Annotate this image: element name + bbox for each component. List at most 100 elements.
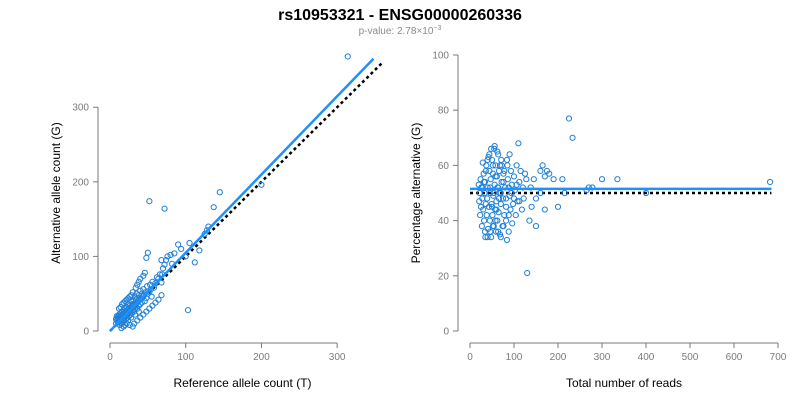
data-point — [122, 321, 129, 329]
data-point — [642, 189, 650, 197]
data-point — [537, 189, 544, 197]
data-point — [152, 299, 159, 306]
data-point — [117, 304, 124, 311]
data-point — [178, 245, 185, 253]
x-axis-title: Reference allele count (T) — [173, 376, 311, 390]
data-point — [146, 305, 153, 312]
data-point — [477, 176, 484, 183]
data-point — [500, 170, 507, 177]
data-point — [503, 236, 511, 244]
data-point — [191, 259, 198, 266]
y-tick-label: 300 — [72, 103, 89, 114]
data-point — [497, 234, 504, 241]
data-point — [510, 200, 517, 208]
data-point — [476, 198, 483, 205]
data-point — [113, 312, 120, 320]
data-point — [161, 261, 168, 268]
x-tick-label: 0 — [107, 352, 113, 363]
data-point — [147, 286, 154, 293]
data-point — [505, 211, 512, 219]
y-tick-label: 20 — [438, 271, 450, 282]
data-point — [134, 317, 141, 324]
data-point — [561, 189, 568, 197]
data-point — [488, 145, 495, 152]
data-point — [501, 211, 508, 219]
data-point — [506, 151, 513, 158]
y-tick-label: 100 — [72, 252, 89, 263]
data-point — [502, 203, 510, 210]
data-point — [554, 203, 562, 210]
data-point — [159, 265, 167, 272]
data-point — [494, 148, 501, 155]
data-point — [524, 269, 531, 277]
figure-title: rs10953321 - ENSG00000260336 — [278, 7, 522, 24]
data-point — [523, 176, 530, 183]
data-point — [134, 281, 141, 288]
fit-line — [109, 57, 375, 332]
data-point — [496, 162, 504, 169]
data-point — [502, 195, 510, 202]
x-tick-label: 200 — [550, 352, 567, 363]
x-tick-label: 0 — [467, 352, 473, 363]
data-point — [512, 211, 519, 219]
data-point — [569, 134, 576, 141]
data-point — [144, 283, 151, 290]
right-panel: 0 100 200 300 400 500 600 700 0 20 40 60 80 100 Total … — [409, 51, 787, 391]
data-point — [146, 198, 153, 205]
data-point — [137, 314, 144, 321]
data-point — [766, 178, 774, 186]
data-point — [543, 167, 551, 175]
x-axis-title: Total number of reads — [566, 376, 682, 390]
data-point — [488, 203, 496, 210]
data-point — [480, 178, 488, 186]
subtitle-times: × — [416, 26, 422, 37]
data-point — [479, 159, 486, 166]
data-point — [483, 162, 490, 169]
x-tick-label: 500 — [682, 352, 699, 363]
data-point — [489, 211, 496, 219]
data-point — [478, 223, 485, 230]
data-point — [153, 274, 161, 281]
data-point — [480, 217, 488, 224]
data-point — [505, 228, 512, 235]
data-point — [532, 223, 540, 230]
data-point — [489, 162, 496, 169]
data-point — [158, 257, 165, 264]
data-point — [484, 156, 491, 163]
y-tick-label: 60 — [438, 161, 450, 172]
data-point — [490, 189, 497, 197]
data-point — [510, 173, 518, 180]
data-point — [532, 195, 540, 202]
y-tick-label: 0 — [83, 327, 89, 338]
data-point — [184, 307, 192, 314]
data-point — [520, 195, 527, 202]
data-point — [186, 239, 193, 247]
data-point — [128, 292, 135, 299]
data-point — [143, 254, 150, 261]
x-tick-label: 100 — [506, 352, 523, 363]
data-point — [492, 217, 499, 224]
data-point — [503, 156, 511, 163]
data-point — [507, 206, 514, 213]
data-point — [485, 154, 492, 161]
x-tick-label: 100 — [177, 352, 194, 363]
data-point — [487, 228, 494, 235]
data-point — [537, 167, 544, 175]
data-point — [492, 228, 500, 235]
data-point — [135, 278, 142, 285]
data-point — [598, 176, 606, 183]
data-point — [147, 281, 154, 288]
data-point — [565, 115, 573, 122]
data-point — [484, 234, 491, 241]
data-point — [486, 217, 493, 224]
data-point — [614, 176, 621, 183]
data-point — [477, 203, 485, 210]
data-point — [507, 167, 515, 175]
y-axis-title: Percentage alternative (G) — [409, 123, 423, 264]
x-tick-label: 300 — [594, 352, 611, 363]
data-point — [530, 176, 537, 183]
x-tick-label: 400 — [638, 352, 655, 363]
data-point — [492, 162, 499, 169]
